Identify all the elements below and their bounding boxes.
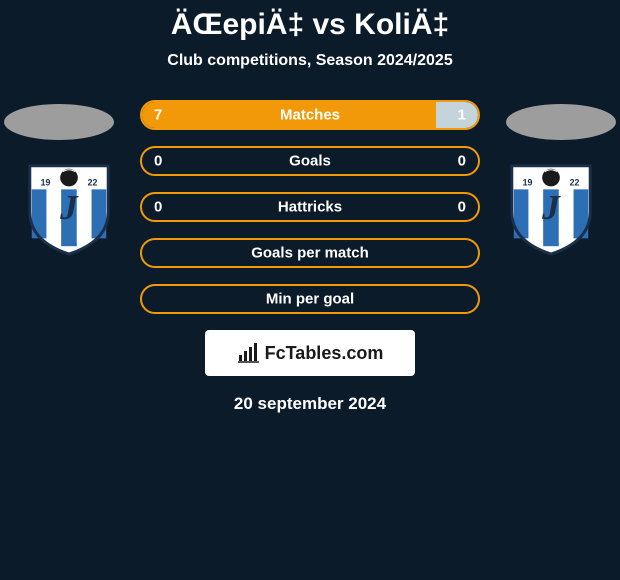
stat-label: Matches	[280, 107, 340, 124]
date-text: 20 september 2024	[0, 394, 620, 414]
page-title: ÄŒepiÄ‡ vs KoliÄ‡	[0, 8, 620, 42]
logo-letter: J	[59, 188, 79, 227]
stat-bar-row: 0 0 Hattricks	[140, 192, 480, 222]
stat-label: Min per goal	[266, 291, 354, 308]
logo-year-left: 19	[41, 177, 51, 187]
stat-bar-row: 0 0 Goals	[140, 146, 480, 176]
logo-letter: J	[541, 188, 561, 227]
logo-year-right: 22	[88, 177, 98, 187]
brand-text: FcTables.com	[265, 343, 384, 364]
stat-label: Hattricks	[278, 199, 342, 216]
player-left-ellipse	[4, 104, 114, 140]
logo-year-left: 19	[523, 177, 533, 187]
shield-icon: J 19 22	[502, 158, 600, 256]
stat-bars: 7 1 Matches 0 0 Goals 0 0 Hattricks Goals per mat…	[140, 100, 480, 314]
stat-left-value: 0	[154, 153, 162, 170]
stat-left-value: 0	[154, 199, 162, 216]
stat-right-value: 1	[458, 107, 466, 124]
stat-label: Goals per match	[251, 245, 369, 262]
stat-right-value: 0	[458, 199, 466, 216]
club-logo-left: J 19 22	[20, 158, 118, 256]
stats-area: J 19 22 J 19 22 7 1 Matches	[0, 100, 620, 314]
brand-box[interactable]: FcTables.com	[205, 330, 415, 376]
logo-year-right: 22	[570, 177, 580, 187]
bar-chart-icon	[237, 341, 261, 365]
stat-left-value: 7	[154, 107, 162, 124]
subtitle: Club competitions, Season 2024/2025	[0, 52, 620, 70]
stat-right-value: 0	[458, 153, 466, 170]
stat-bar-row: Min per goal	[140, 284, 480, 314]
infographic-container: ÄŒepiÄ‡ vs KoliÄ‡ Club competitions, Sea…	[0, 0, 620, 414]
stat-bar-row: 7 1 Matches	[140, 100, 480, 130]
shield-icon: J 19 22	[20, 158, 118, 256]
stat-bar-row: Goals per match	[140, 238, 480, 268]
stat-label: Goals	[289, 153, 331, 170]
player-right-ellipse	[506, 104, 616, 140]
club-logo-right: J 19 22	[502, 158, 600, 256]
